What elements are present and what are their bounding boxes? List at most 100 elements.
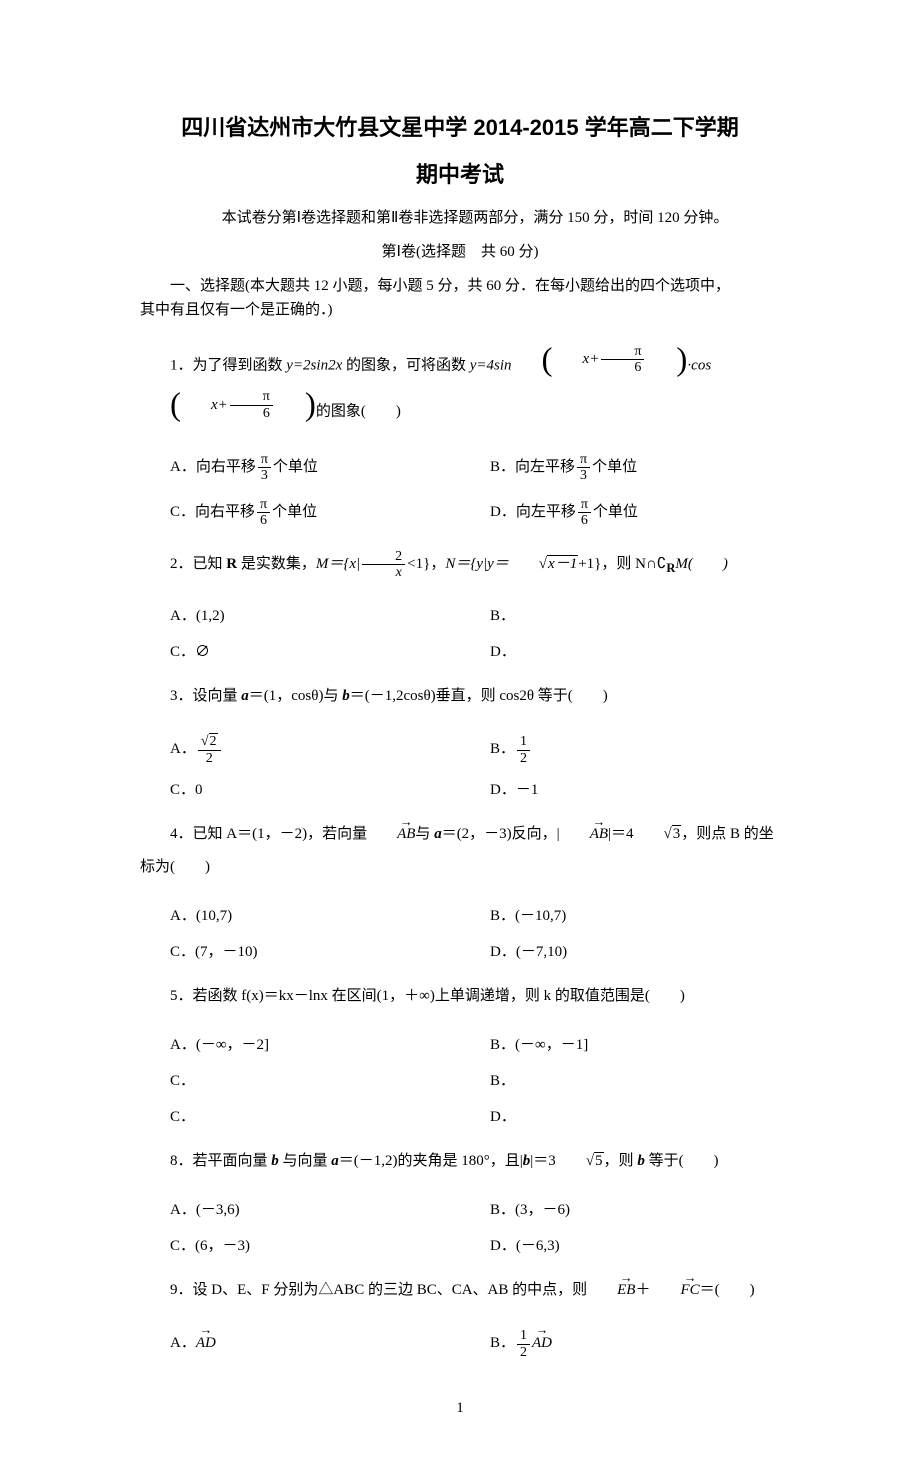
q1d-den: 6 <box>578 513 591 528</box>
q8-tc: ＝(－1,2)的夹角是 180°，且| <box>339 1153 523 1169</box>
q1-func1: y=2sin2x <box>286 358 342 374</box>
q1-mid: ·cos <box>687 358 711 374</box>
instruction-part2: 其中有且仅有一个是正确的．) <box>140 298 780 322</box>
q1d-post: 个单位 <box>593 504 638 520</box>
rparen-icon-2: ) <box>275 392 316 418</box>
q2-options: A．(1,2) B． C．∅ D． <box>140 598 780 670</box>
q4-num: 4． <box>170 826 193 842</box>
q1-opt-c: C．向右平移π6个单位 <box>140 490 460 535</box>
q3-options: A．22 B．12 C．0 D．－1 <box>140 727 780 808</box>
q2-opt-d: D． <box>460 634 780 670</box>
q4-opt-b: B．(－10,7) <box>460 898 780 934</box>
q9-num: 9． <box>170 1282 193 1298</box>
q3b-pre: B． <box>490 741 515 757</box>
doc-title-line1: 四川省达州市大竹县文星中学 2014-2015 学年高二下学期 <box>140 110 780 145</box>
q2-R2: R <box>666 561 675 575</box>
q8-ta: 若平面向量 <box>193 1153 272 1169</box>
q8-tb: 与向量 <box>279 1153 332 1169</box>
q1-text-b: 的图象，可将函数 <box>342 358 470 374</box>
q1b-post: 个单位 <box>592 459 637 475</box>
q8-num: 8． <box>170 1153 193 1169</box>
q9b-num: 1 <box>517 1328 530 1344</box>
q9b-pre: B． <box>490 1335 515 1351</box>
q1c-pre: C．向右平移 <box>170 504 255 520</box>
q5-text: 若函数 f(x)＝kx－lnx 在区间(1，＋∞)上单调递增，则 k 的取值范围… <box>193 988 685 1004</box>
q1-opt-b: B．向左平移π3个单位 <box>460 445 780 490</box>
q2-opt-c: C．∅ <box>140 634 460 670</box>
q4-tc: ＝(2，－3)反向，| <box>442 826 560 842</box>
q3-b: b <box>342 688 350 704</box>
q5-options: A．(－∞，－2] B．(－∞，－1] C． B． C． D． <box>140 1027 780 1135</box>
rparen-icon: ) <box>646 347 687 373</box>
q4-ta: 已知 A＝(1，－2)，若向量 <box>193 826 368 842</box>
doc-subtitle: 本试卷分第Ⅰ卷选择题和第Ⅱ卷非选择题两部分，满分 150 分，时间 120 分钟… <box>140 206 780 230</box>
question-2: 2．已知 R 是实数集，M＝{x|2x<1}，N＝{y|y＝x－1+1}，则 N… <box>140 545 780 585</box>
q3-opt-a: A．22 <box>140 727 460 772</box>
q9-tb: ＝( ) <box>700 1282 755 1298</box>
q3a-num: 2 <box>209 733 218 749</box>
q2-Nsqrt: x－1 <box>548 556 577 572</box>
q4-a: a <box>434 826 442 842</box>
q1-options: A．向右平移π3个单位 B．向左平移π3个单位 C．向右平移π6个单位 D．向左… <box>140 445 780 535</box>
q2-opt-b: B． <box>460 598 780 634</box>
q1a-post: 个单位 <box>273 459 318 475</box>
q8-options: A．(－3,6) B．(3，－6) C．(6，－3) D．(－6,3) <box>140 1192 780 1264</box>
q2-R: R <box>226 556 237 572</box>
q8-opt-a: A．(－3,6) <box>140 1192 460 1228</box>
q9-options: A．AD B．12AD <box>140 1321 780 1366</box>
q5-opt-b2: B． <box>460 1063 780 1099</box>
q9a-pre: A． <box>170 1335 196 1351</box>
q8-b3: b <box>637 1153 645 1169</box>
q9-EB: EB <box>617 1282 635 1298</box>
q3-a: a <box>241 688 249 704</box>
q9-opt-b: B．12AD <box>460 1321 780 1366</box>
q4-tb: 与 <box>415 826 434 842</box>
q4-AB: AB <box>397 826 415 842</box>
doc-title-line2: 期中考试 <box>140 157 780 192</box>
q3b-den: 2 <box>517 751 530 766</box>
q3-num: 3． <box>170 688 193 704</box>
q3-opt-c: C．0 <box>140 772 460 808</box>
q2-Na: N＝{y|y＝ <box>445 556 508 572</box>
q2-Mb: <1}， <box>407 556 445 572</box>
q4-sqrt3: 3 <box>672 825 682 842</box>
q8-opt-c: C．(6，－3) <box>140 1228 460 1264</box>
q2-tb: 是实数集， <box>237 556 316 572</box>
q8-td: |＝3 <box>530 1153 556 1169</box>
q4-td: |＝4 <box>608 826 634 842</box>
q5-opt-c: C． <box>140 1063 460 1099</box>
q1-func2a: y=4sin <box>470 358 512 374</box>
q1-text-a: 为了得到函数 <box>193 358 287 374</box>
q1d-pre: D．向左平移 <box>490 504 576 520</box>
question-9: 9．设 D、E、F 分别为△ABC 的三边 BC、CA、AB 的中点，则EB＋F… <box>140 1274 780 1307</box>
q5-opt-b: B．(－∞，－1] <box>460 1027 780 1063</box>
q2-num: 2． <box>170 556 193 572</box>
q1-6b: 6 <box>230 406 273 421</box>
q1b-pre: B．向左平移 <box>490 459 575 475</box>
q3-t3: ＝(－1,2cosθ)垂直，则 cos2θ 等于( ) <box>350 688 608 704</box>
q5-num: 5． <box>170 988 193 1004</box>
q1c-pi: π <box>257 497 270 513</box>
q3-t1: 设向量 <box>193 688 242 704</box>
question-8: 8．若平面向量 b 与向量 a＝(－1,2)的夹角是 180°，且|b|＝35，… <box>140 1145 780 1178</box>
q8-sqrt5: 5 <box>594 1152 604 1169</box>
q1c-post: 个单位 <box>272 504 317 520</box>
q3a-pre: A． <box>170 741 196 757</box>
q1-x2: x+ <box>181 386 228 425</box>
lparen-icon: ( <box>512 347 553 373</box>
q5-opt-d: D． <box>460 1099 780 1135</box>
q1-pi2: π <box>230 389 273 405</box>
q4-opt-d: D．(－7,10) <box>460 934 780 970</box>
q1-6a: 6 <box>601 360 644 375</box>
q8-te: ，则 <box>604 1153 638 1169</box>
q1b-den: 3 <box>577 468 590 483</box>
q4-options: A．(10,7) B．(－10,7) C．(7，－10) D．(－7,10) <box>140 898 780 970</box>
q5-opt-a: A．(－∞，－2] <box>140 1027 460 1063</box>
q1b-pi: π <box>577 452 590 468</box>
q3-t2: ＝(1，cosθ)与 <box>249 688 342 704</box>
q9b-den: 2 <box>517 1345 530 1360</box>
q8-opt-b: B．(3，－6) <box>460 1192 780 1228</box>
question-1: 1．为了得到函数 y=2sin2x 的图象，可将函数 y=4sin(x+π6)·… <box>140 340 780 431</box>
q2-Mden: x <box>396 565 402 580</box>
q2-Nb: +1}，则 N∩ <box>578 556 657 572</box>
